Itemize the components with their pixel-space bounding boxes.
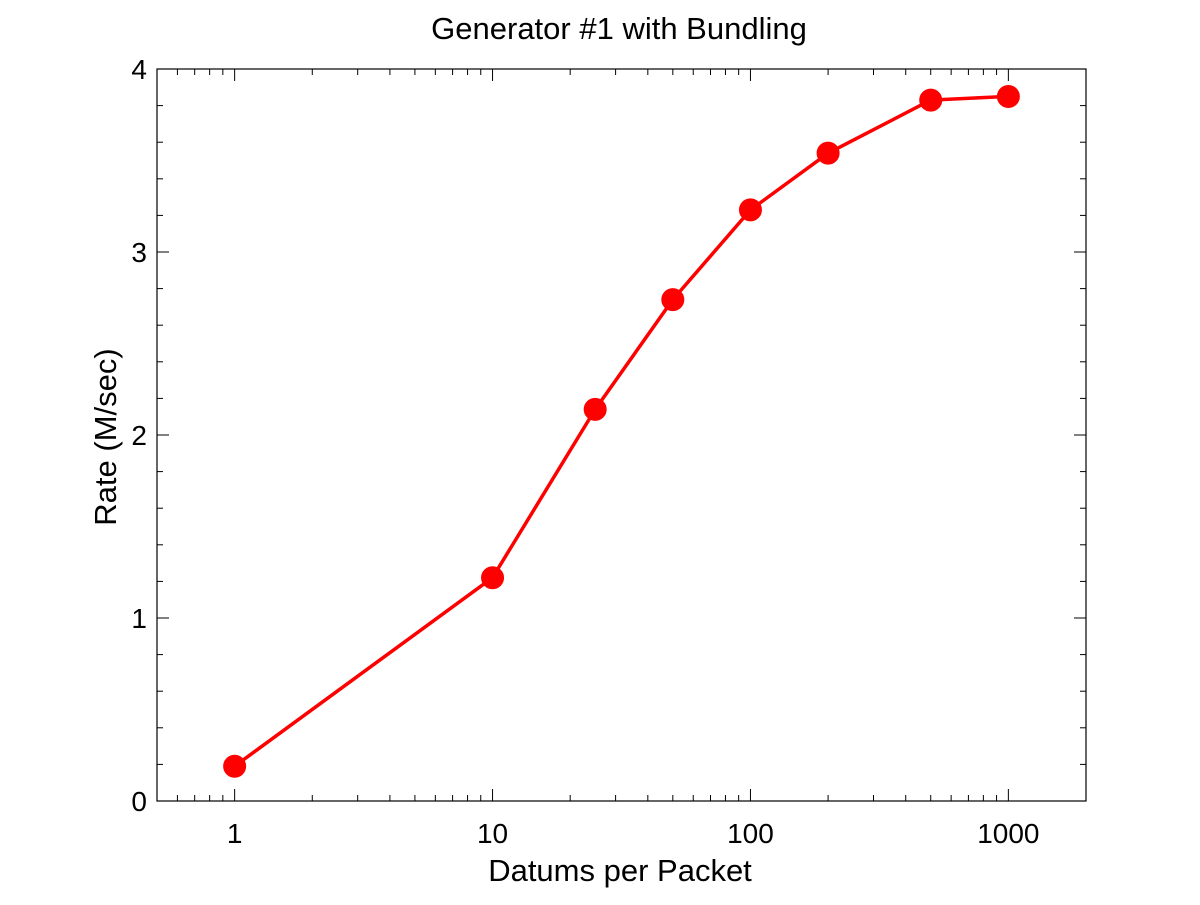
data-point bbox=[738, 198, 762, 222]
data-point bbox=[481, 566, 505, 590]
data-point bbox=[996, 84, 1020, 108]
x-tick-label: 1000 bbox=[977, 818, 1039, 849]
x-axis-label: Datums per Packet bbox=[488, 853, 752, 888]
plot-frame bbox=[156, 68, 1087, 802]
tick-layer bbox=[156, 68, 1087, 802]
tick-label-layer: 0 1 2 3 4 1 10 100 1000 bbox=[131, 54, 1039, 849]
data-point bbox=[223, 754, 247, 778]
data-point bbox=[583, 397, 607, 421]
data-point bbox=[816, 141, 840, 165]
x-tick-label: 100 bbox=[727, 818, 774, 849]
x-tick-label: 1 bbox=[227, 818, 243, 849]
series-layer bbox=[223, 84, 1020, 778]
data-point bbox=[919, 88, 943, 112]
y-tick-label: 4 bbox=[131, 54, 147, 85]
y-tick-label: 2 bbox=[131, 420, 147, 451]
y-tick-label: 1 bbox=[131, 603, 147, 634]
x-tick-label: 10 bbox=[477, 818, 508, 849]
y-tick-label: 3 bbox=[131, 237, 147, 268]
series-line bbox=[233, 94, 1009, 768]
y-tick-label: 0 bbox=[131, 786, 147, 817]
data-point bbox=[661, 288, 685, 312]
chart-title: Generator #1 with Bundling bbox=[431, 11, 807, 46]
y-axis-label: Rate (M/sec) bbox=[88, 348, 123, 525]
